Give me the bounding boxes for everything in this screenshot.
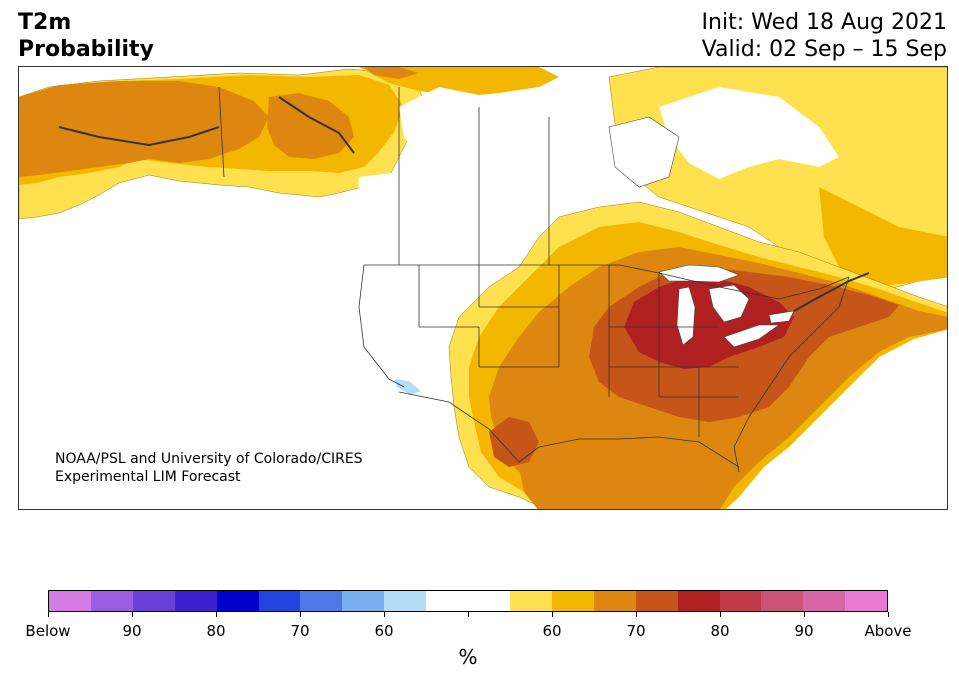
central-canada-white bbox=[399, 87, 639, 237]
us-canada-border bbox=[364, 264, 850, 300]
colorbar-tick-label: 90 bbox=[794, 622, 814, 640]
credit-line-2: Experimental LIM Forecast bbox=[55, 469, 241, 485]
colorbar-tick-mark bbox=[804, 612, 805, 617]
colorbar-swatch bbox=[635, 591, 678, 611]
yukon-orange bbox=[267, 93, 354, 159]
colorbar-unit: % bbox=[458, 645, 478, 669]
borders bbox=[218, 86, 850, 473]
map-svg bbox=[19, 67, 947, 509]
great-lakes-red-core bbox=[624, 277, 794, 369]
colorbar-tick-mark bbox=[48, 612, 49, 617]
colorbar-tick-label: 80 bbox=[710, 622, 730, 640]
colorbar bbox=[48, 590, 888, 612]
map-credit: NOAA/PSL and University of Colorado/CIRE… bbox=[55, 450, 363, 486]
colorbar-tick-label: 70 bbox=[626, 622, 646, 640]
state-lines-west bbox=[418, 265, 560, 368]
us-mexico-border bbox=[398, 391, 520, 463]
gulf-coast bbox=[518, 436, 740, 468]
colorbar-swatch bbox=[803, 591, 846, 611]
colorbar-swatch bbox=[342, 591, 385, 611]
colorbar-tick-label: 70 bbox=[290, 622, 310, 640]
colorbar-swatch bbox=[761, 591, 804, 611]
colorbar-swatch bbox=[509, 591, 552, 611]
lake-erie bbox=[723, 324, 780, 348]
alaska-orange bbox=[19, 81, 269, 177]
labrador-coast-gold bbox=[819, 187, 947, 287]
arctic-orange-strip bbox=[364, 67, 419, 79]
colorbar-tick-mark bbox=[552, 612, 553, 617]
colorbar-swatch bbox=[132, 591, 175, 611]
state-lines-east bbox=[608, 265, 739, 437]
colorbar-swatch bbox=[551, 591, 594, 611]
map-title: T2m Probability bbox=[18, 9, 154, 63]
colorbar-tick-label: 80 bbox=[206, 622, 226, 640]
colorbar-tick-label: 60 bbox=[374, 622, 394, 640]
lake-huron bbox=[708, 284, 750, 323]
colorbar-swatch bbox=[426, 591, 469, 611]
colorbar-tick-mark bbox=[636, 612, 637, 617]
colorbar-tick-label: 90 bbox=[122, 622, 142, 640]
mexico-orange bbox=[519, 457, 589, 509]
colorbar-swatch bbox=[593, 591, 636, 611]
colorbar-swatch bbox=[90, 591, 133, 611]
coastal-lightblue-patch bbox=[394, 379, 421, 395]
colorbar-tick-label: 60 bbox=[542, 622, 562, 640]
colorbar-swatch bbox=[174, 591, 217, 611]
colorbar-tick-mark bbox=[468, 612, 469, 617]
colorbar-tick-mark bbox=[888, 612, 889, 617]
colorbar-swatch bbox=[677, 591, 720, 611]
colorbar-tick-mark bbox=[216, 612, 217, 617]
canada-provinces bbox=[398, 87, 550, 265]
west-coast bbox=[358, 264, 405, 388]
colorbar-tick-mark bbox=[132, 612, 133, 617]
colorbar-tick-mark bbox=[720, 612, 721, 617]
texas-darkorange-blob bbox=[489, 417, 539, 467]
western-us-white bbox=[357, 172, 539, 407]
nunavut-white bbox=[659, 87, 839, 179]
lake-michigan bbox=[676, 286, 696, 346]
colorbar-swatch bbox=[300, 591, 343, 611]
rivers bbox=[58, 96, 870, 312]
forecast-dates: Init: Wed 18 Aug 2021 Valid: 02 Sep – 15… bbox=[702, 9, 947, 63]
colorbar-tick-label: Above bbox=[864, 622, 912, 640]
colorbar-swatch bbox=[468, 591, 510, 611]
colorbar-tick-mark bbox=[384, 612, 385, 617]
title-type: Probability bbox=[18, 37, 154, 62]
alaska-border bbox=[218, 86, 225, 178]
valid-period: Valid: 02 Sep – 15 Sep bbox=[701, 37, 947, 62]
hudson-bay bbox=[608, 116, 680, 188]
colorbar-swatch bbox=[845, 591, 888, 611]
colorbar-swatch bbox=[49, 591, 91, 611]
lake-ontario bbox=[768, 310, 795, 324]
colorbar-swatch bbox=[719, 591, 762, 611]
init-date: Init: Wed 18 Aug 2021 bbox=[701, 10, 947, 35]
east-coast bbox=[733, 276, 850, 473]
colorbar-tick-mark bbox=[300, 612, 301, 617]
colorbar-swatch bbox=[384, 591, 427, 611]
mackenzie-river bbox=[278, 96, 355, 154]
st-lawrence-river bbox=[793, 272, 870, 312]
colorbar-swatch bbox=[216, 591, 259, 611]
credit-line-1: NOAA/PSL and University of Colorado/CIRE… bbox=[55, 451, 363, 467]
colorbar-tick-label: Below bbox=[25, 622, 71, 640]
title-variable: T2m bbox=[18, 10, 72, 35]
colorbar-swatch bbox=[258, 591, 301, 611]
probability-map bbox=[18, 66, 948, 510]
yukon-river bbox=[58, 126, 220, 147]
